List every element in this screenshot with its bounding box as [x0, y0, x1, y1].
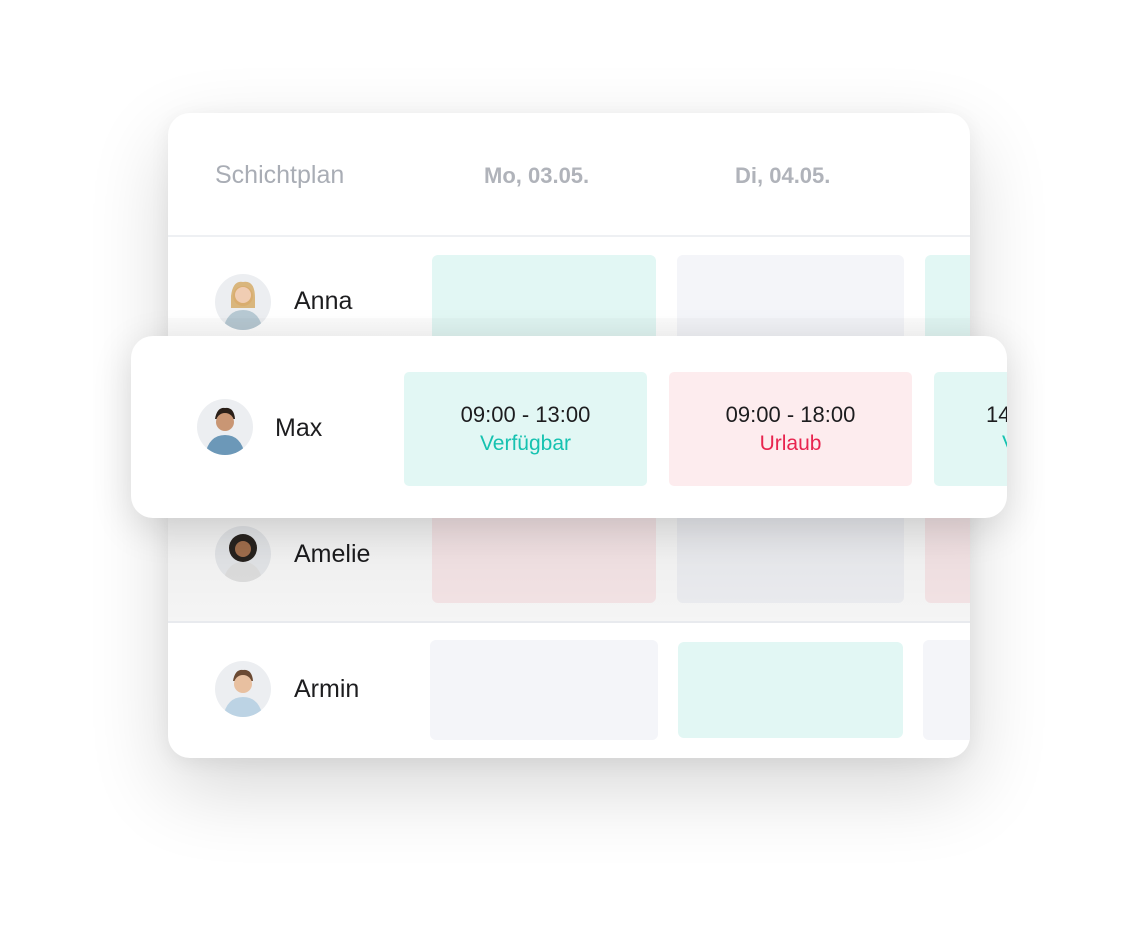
- employee-name: Anna: [294, 287, 353, 315]
- shift-cell[interactable]: [925, 513, 970, 603]
- employee-row-amelie[interactable]: Amelie: [168, 513, 970, 603]
- shift-cell[interactable]: [677, 255, 904, 345]
- shift-cell[interactable]: [432, 513, 656, 603]
- shift-cell[interactable]: [432, 255, 656, 345]
- employee-row-armin[interactable]: Armin: [168, 640, 970, 740]
- day-header-mon: Mo, 03.05.: [484, 163, 590, 188]
- avatar: [215, 661, 271, 717]
- avatar: [215, 274, 271, 330]
- employee-name: Amelie: [294, 540, 371, 568]
- shift-status: Urlaub: [759, 432, 822, 455]
- shift-cell[interactable]: [677, 513, 904, 603]
- employee-row-anna[interactable]: Anna: [168, 255, 970, 345]
- employee-name: Armin: [294, 675, 360, 703]
- schedule-title: Schichtplan: [215, 161, 345, 189]
- avatar: [215, 526, 271, 582]
- shift-cell-available[interactable]: 14 V: [934, 372, 1007, 486]
- shift-time: 09:00 - 18:00: [725, 402, 856, 427]
- shift-time: 14: [986, 402, 1007, 427]
- shift-cell[interactable]: [925, 255, 970, 345]
- employee-name: Max: [275, 414, 323, 442]
- employee-row-max-highlighted[interactable]: Max 09:00 - 13:00 Verfügbar 09:00 - 18:0…: [131, 336, 1007, 518]
- shift-status: V: [934, 432, 1007, 456]
- shift-cell[interactable]: [430, 640, 658, 740]
- row-divider: [168, 621, 970, 623]
- schedule-header: Schichtplan Mo, 03.05. Di, 04.05.: [168, 113, 970, 237]
- shift-cell-available[interactable]: 09:00 - 13:00 Verfügbar: [404, 372, 647, 486]
- shift-status: Verfügbar: [479, 432, 572, 455]
- avatar: [197, 399, 253, 455]
- shift-cell-vacation[interactable]: 09:00 - 18:00 Urlaub: [669, 372, 912, 486]
- shift-time: 09:00 - 13:00: [460, 402, 591, 427]
- shift-cell[interactable]: [923, 640, 970, 740]
- shift-cell[interactable]: [678, 642, 903, 738]
- day-header-tue: Di, 04.05.: [735, 163, 831, 188]
